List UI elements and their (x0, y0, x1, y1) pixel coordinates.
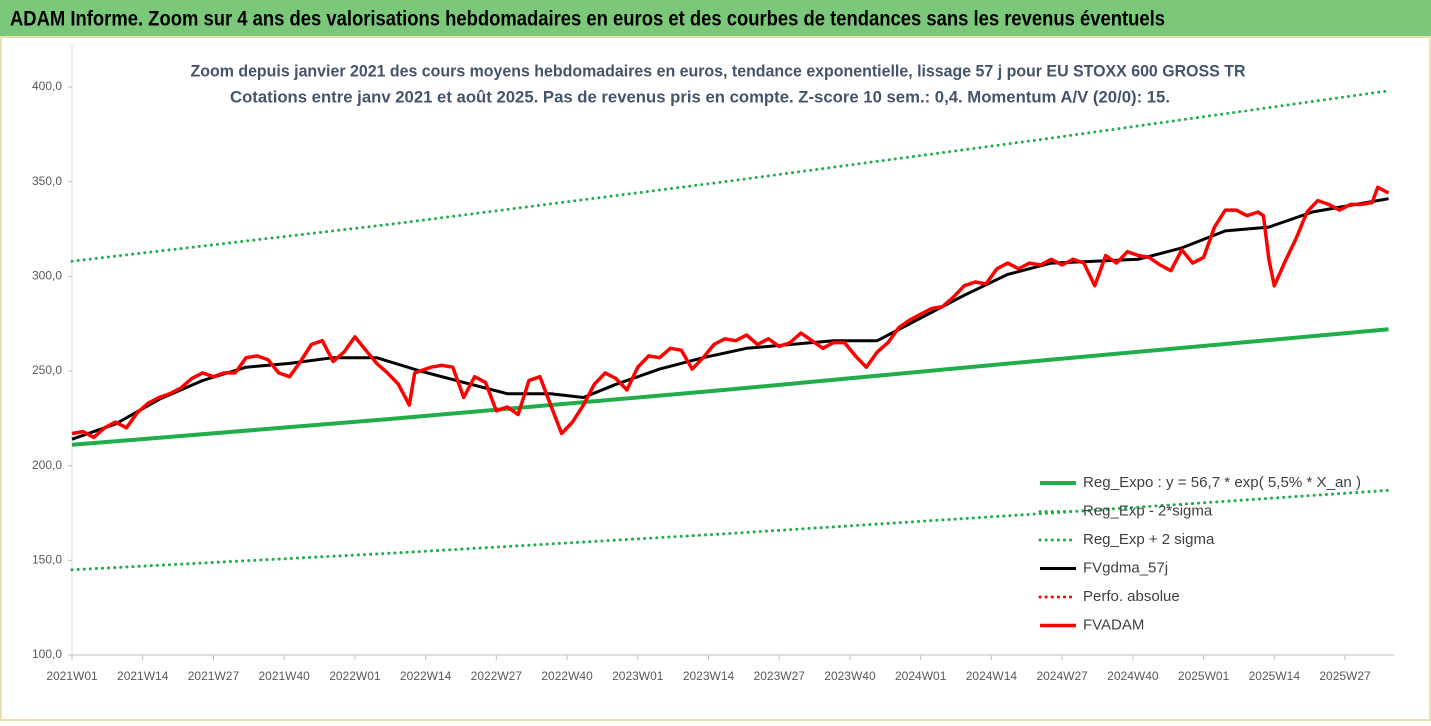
x-tick-label: 2024W14 (966, 669, 1018, 683)
x-tick-label: 2021W14 (117, 669, 169, 683)
x-tick-label: 2023W01 (612, 669, 664, 683)
x-tick-label: 2024W27 (1036, 669, 1088, 683)
legend-label: FVADAM (1083, 616, 1144, 633)
y-tick-label: 200,0 (32, 458, 62, 472)
y-tick-label: 250,0 (32, 363, 62, 377)
x-tick-label: 2022W14 (400, 669, 452, 683)
x-tick-label: 2023W27 (754, 669, 806, 683)
x-tick-label: 2022W27 (471, 669, 523, 683)
x-tick-label: 2022W01 (329, 669, 381, 683)
y-tick-label: 150,0 (32, 553, 62, 567)
y-tick-label: 100,0 (32, 647, 62, 661)
series-line (70, 89, 1391, 263)
series-line (71, 197, 1389, 441)
x-tick-label: 2023W14 (683, 669, 735, 683)
x-tick-label: 2024W01 (895, 669, 947, 683)
series-line (71, 185, 1390, 440)
x-tick-label: 2021W01 (46, 669, 98, 683)
chart-title: Zoom depuis janvier 2021 des cours moyen… (191, 61, 1246, 80)
x-tick-label: 2025W01 (1178, 669, 1230, 683)
x-tick-label: 2025W27 (1319, 669, 1371, 683)
x-tick-label: 2025W14 (1249, 669, 1301, 683)
x-tick-label: 2023W40 (824, 669, 876, 683)
header-title: ADAM Informe. Zoom sur 4 ans des valoris… (10, 8, 1165, 31)
x-tick-label: 2024W40 (1107, 669, 1159, 683)
y-tick-label: 400,0 (32, 79, 62, 93)
legend-label: Reg_Exp + 2 sigma (1083, 531, 1215, 548)
y-tick-label: 350,0 (32, 174, 62, 188)
title-background (185, 58, 1250, 110)
x-tick-label: 2022W40 (541, 669, 593, 683)
legend-label: Reg_Expo : y = 56,7 * exp( 5,5% * X_an ) (1083, 474, 1361, 491)
header-bar (0, 0, 1431, 37)
x-tick-label: 2021W40 (258, 669, 310, 683)
y-tick-label: 300,0 (32, 269, 62, 283)
series-line (71, 327, 1389, 447)
legend-label: FVgdma_57j (1083, 559, 1168, 576)
chart-subtitle: Cotations entre janv 2021 et août 2025. … (230, 87, 1170, 106)
x-tick-label: 2021W27 (188, 669, 240, 683)
legend-label: Reg_Exp - 2*sigma (1083, 502, 1213, 519)
frame (0, 36, 1431, 721)
series-line (70, 488, 1391, 572)
plot-area: 100,0 150,0 200,0 250,0 300,0 350,0 400,0 2021W… (32, 45, 1394, 683)
legend-label: Perfo. absolue (1083, 588, 1180, 605)
